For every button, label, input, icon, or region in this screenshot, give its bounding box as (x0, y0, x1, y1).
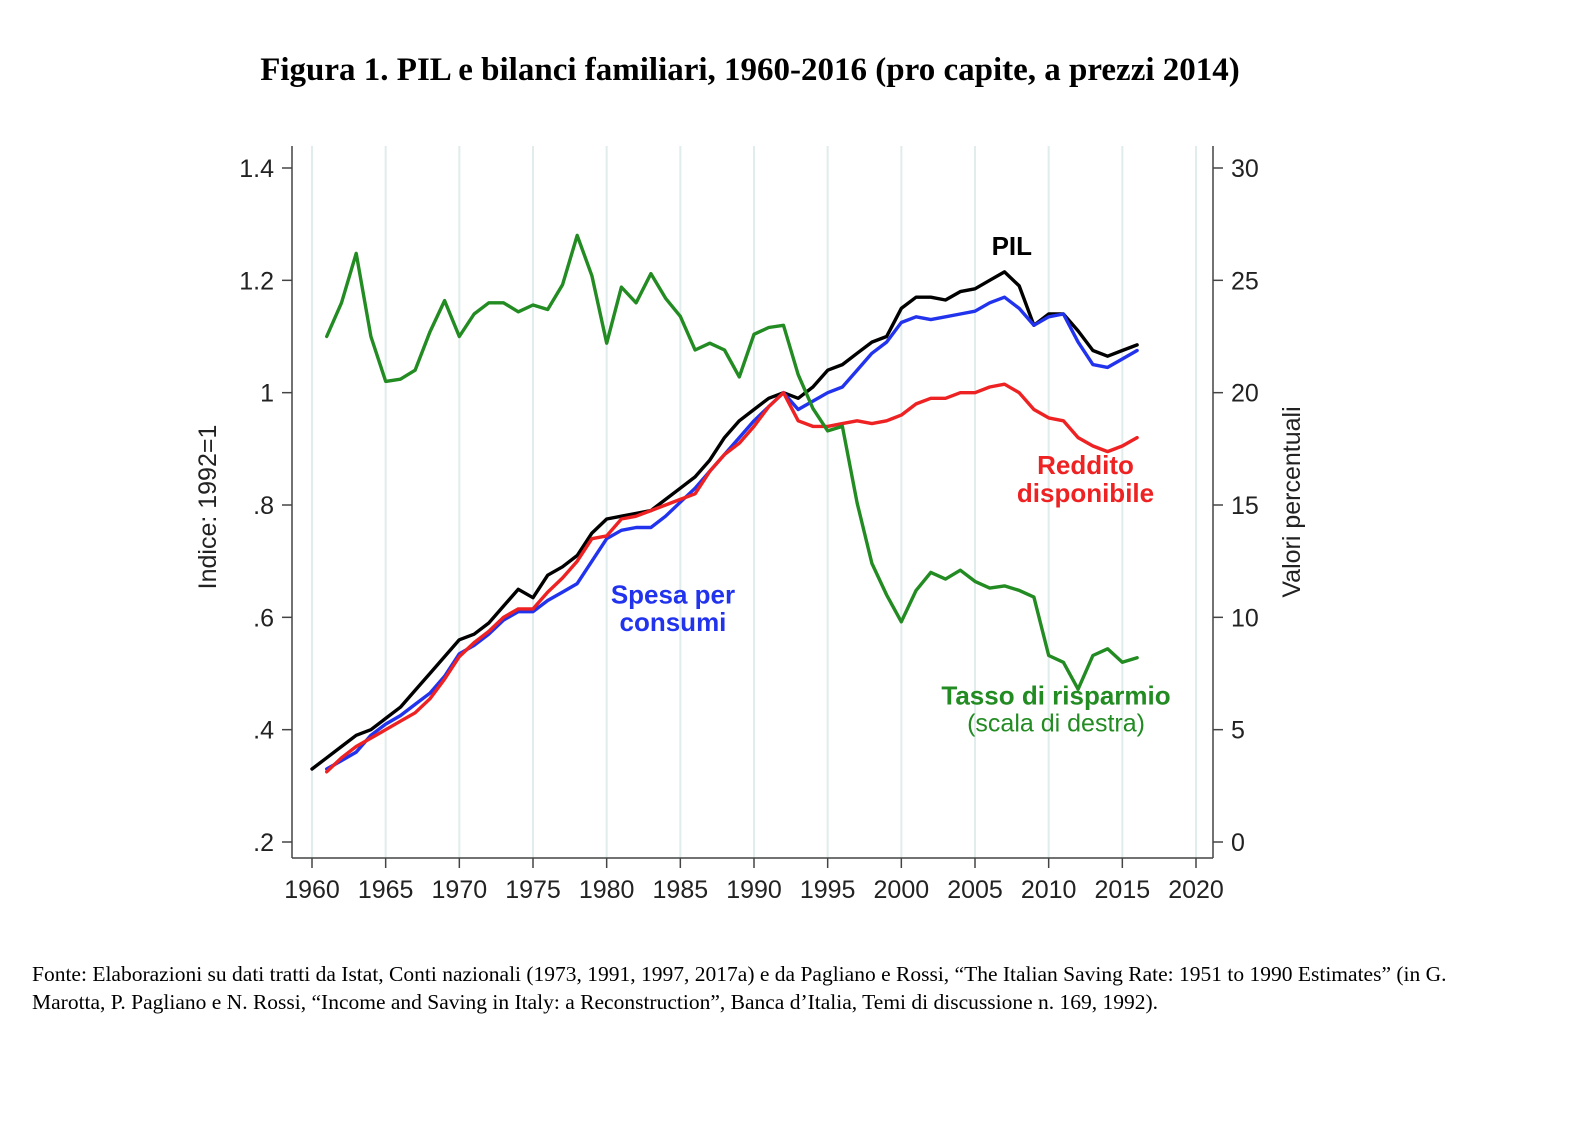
y-tick-label: .2 (253, 829, 274, 857)
line-chart: 1960 1965 1970 1975 1980 1985 1990 1995 2000 2005… (194, 146, 1306, 904)
y-tick-label: .4 (253, 717, 274, 745)
y2-axis-label: Valori percentuali (1278, 406, 1306, 597)
x-tick-label: 2015 (1095, 876, 1151, 904)
x-tick-label: 2005 (947, 876, 1003, 904)
y2-tick-label: 10 (1231, 604, 1259, 632)
y2-tick-label: 25 (1231, 267, 1259, 295)
y-tick-label: 1.2 (239, 267, 274, 295)
y2-tick-label: 5 (1231, 717, 1245, 745)
x-tick-label: 1965 (358, 876, 414, 904)
y2-tick-label: 30 (1231, 155, 1259, 183)
x-tick-label: 1985 (653, 876, 709, 904)
x-tick-label: 2020 (1168, 876, 1224, 904)
chart-series (310, 233, 1139, 774)
y-tick-label: .8 (253, 492, 274, 520)
source-note: Fonte: Elaborazioni su dati tratti da Is… (32, 962, 1447, 1014)
y2-tick-label: 20 (1231, 380, 1259, 408)
x-tick-label: 1980 (579, 876, 635, 904)
x-tick-label: 2010 (1021, 876, 1077, 904)
series-line-pil (310, 270, 1139, 771)
series-annotation: consumi (620, 607, 727, 637)
series-line-tasso-di-risparmio (325, 233, 1139, 691)
x-tick-label: 1995 (800, 876, 856, 904)
y2-tick-label: 0 (1231, 829, 1245, 857)
series-annotation: Spesa per (611, 579, 735, 609)
x-tick-label: 2000 (874, 876, 930, 904)
series-annotation: disponibile (1017, 478, 1154, 508)
x-tick-label: 1970 (432, 876, 488, 904)
y2-tick-label: 15 (1231, 492, 1259, 520)
y-tick-label: .6 (253, 604, 274, 632)
series-annotation: PIL (992, 231, 1033, 261)
series-line-reddito-disponibile (325, 382, 1139, 774)
x-tick-label: 1990 (726, 876, 782, 904)
y-tick-label: 1.4 (239, 155, 274, 183)
page-title: Figura 1. PIL e bilanci familiari, 1960-… (260, 52, 1240, 88)
y-tick-label: 1 (260, 380, 274, 408)
x-tick-label: 1960 (284, 876, 340, 904)
series-annotation: (scala di destra) (967, 709, 1145, 737)
series-annotation: Tasso di risparmio (941, 680, 1170, 710)
chart-grid (311, 146, 1197, 858)
y-axis-label: Indice: 1992=1 (194, 425, 222, 590)
chart-axes: 1960 1965 1970 1975 1980 1985 1990 1995 2000 2005… (194, 146, 1306, 904)
series-annotation: Reddito (1037, 450, 1134, 480)
x-tick-label: 1975 (505, 876, 561, 904)
